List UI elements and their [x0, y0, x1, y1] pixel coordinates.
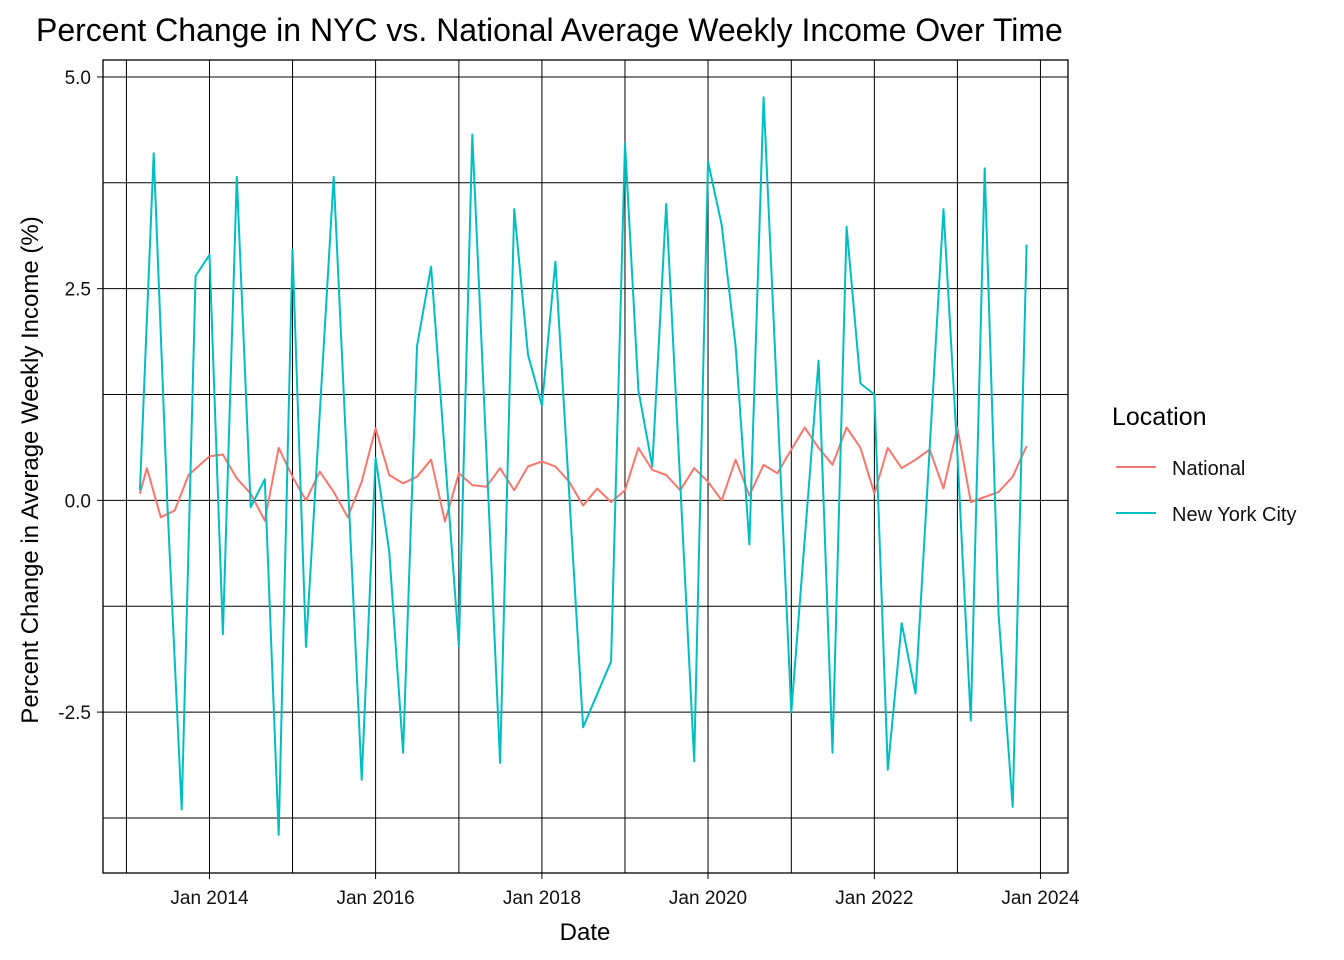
series-line-national — [138, 426, 1028, 523]
x-tick-label: Jan 2016 — [336, 888, 414, 909]
y-tick-label: 2.5 — [65, 280, 91, 301]
legend-label-national: National — [1172, 458, 1245, 480]
x-tick-label: Jan 2022 — [835, 888, 913, 909]
plot-border — [102, 59, 1069, 874]
legend: Location National New York City — [1112, 403, 1297, 526]
x-axis-label: Date — [560, 919, 611, 946]
x-axis-ticks: Jan 2014 Jan 2016 Jan 2018 Jan 2020 Jan 2022… — [170, 873, 1080, 909]
x-tick-label: Jan 2014 — [170, 888, 249, 909]
y-tick-label: 5.0 — [65, 68, 91, 89]
y-tick-label: -2.5 — [58, 703, 91, 724]
x-tick-label: Jan 2020 — [669, 888, 747, 909]
y-axis-label: Percent Change in Average Weekly Income … — [17, 216, 44, 723]
y-tick-label: 0.0 — [65, 491, 91, 512]
chart-title: Percent Change in NYC vs. National Avera… — [36, 12, 1063, 48]
plot-panel — [102, 59, 1069, 874]
x-tick-label: Jan 2024 — [1001, 888, 1080, 909]
series-line-new-york-city — [138, 96, 1028, 836]
legend-title: Location — [1112, 403, 1207, 431]
legend-label-new-york-city: New York City — [1172, 504, 1297, 526]
y-axis-ticks: -2.5 0.0 2.5 5.0 — [58, 68, 103, 724]
x-tick-label: Jan 2018 — [503, 888, 581, 909]
